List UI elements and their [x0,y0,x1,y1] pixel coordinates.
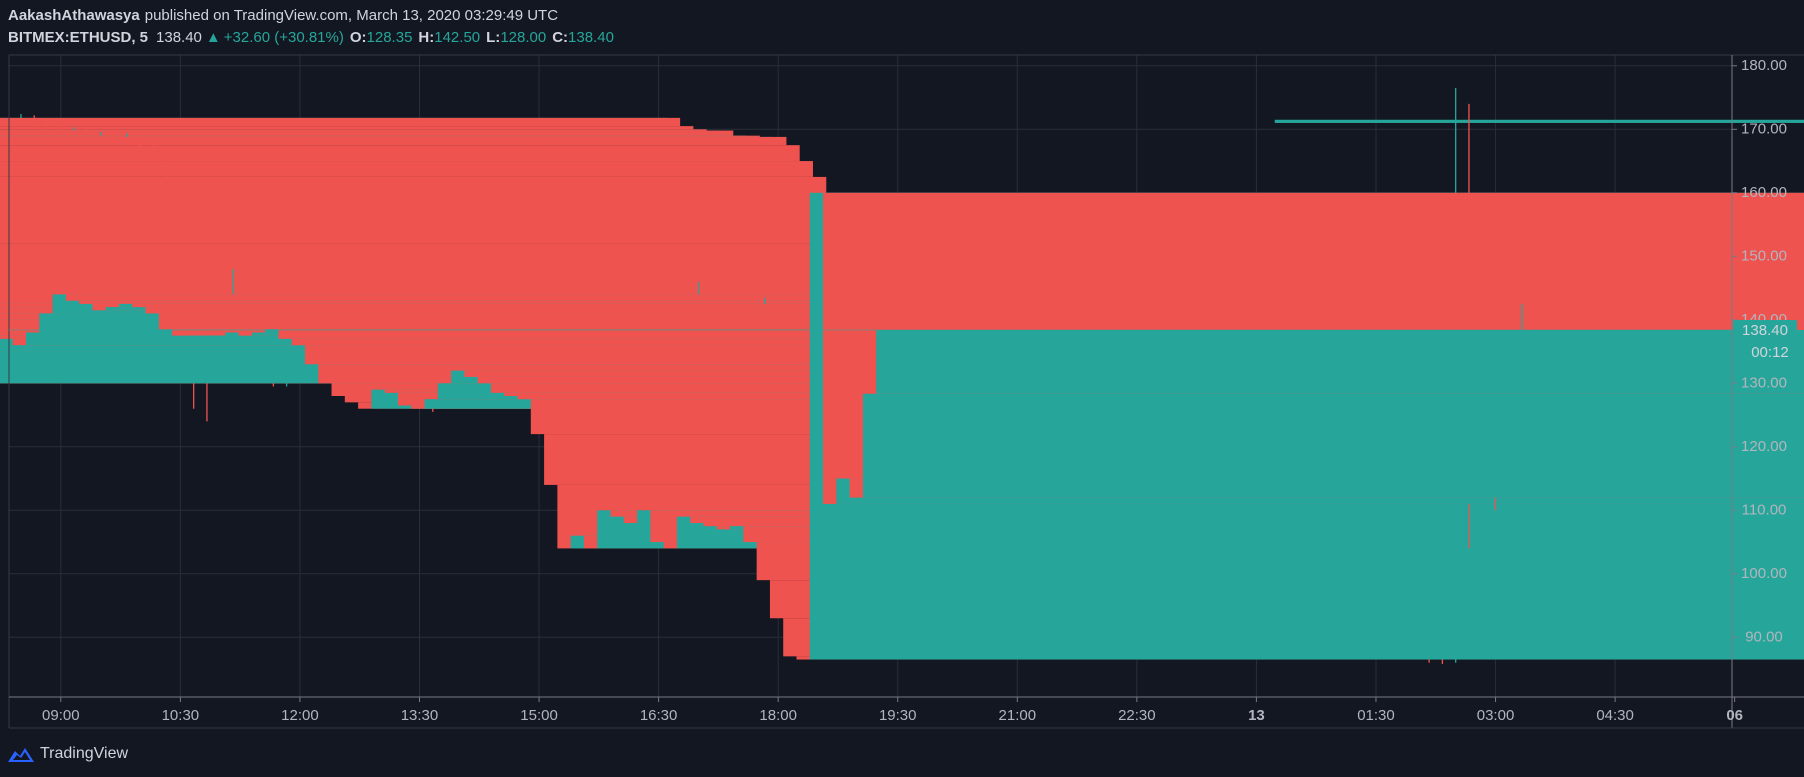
x-tick-label: 06 [1726,707,1743,724]
symbol: BITMEX:ETHUSD, 5 [8,29,148,46]
y-tick-label: 90.00 [1745,628,1783,645]
candle-body [1274,119,1804,123]
candle-body [145,307,1438,314]
x-tick-label: 22:30 [1118,707,1156,724]
published: published on TradingView.com, March 13, … [145,7,558,24]
ohlc-value: 128.35 [367,29,413,46]
y-tick-label: 170.00 [1741,120,1787,137]
plot-area [0,55,1804,697]
candle-body [0,145,800,162]
ohlc-value: 128.00 [500,29,546,46]
y-tick-label: 160.00 [1741,184,1787,201]
x-tick-label: 09:00 [42,707,80,724]
countdown: 00:12 [1751,344,1789,361]
ohlc-key: H: [418,29,434,46]
ohlc-value: 142.50 [434,29,480,46]
candle-body [0,117,681,127]
x-tick-label: 18:00 [759,707,797,724]
legend-line: BITMEX:ETHUSD, 5 138.40 ▲ +32.60 (+30.81%) O… [8,29,614,46]
countdown-box [1745,341,1795,362]
x-tick-label: 01:30 [1357,707,1395,724]
x-tick-label: 04:30 [1596,707,1634,724]
ohlc-value: 138.40 [568,29,614,46]
y-tick-label: 130.00 [1741,374,1787,391]
x-tick-label: 13 [1248,707,1265,724]
y-tick-label: 100.00 [1741,565,1787,582]
last-price-label: 138.40 [1742,322,1788,339]
change: +32.60 (+30.81%) [224,29,344,46]
candle-body [0,161,813,177]
candle-body [0,130,734,139]
y-tick-label: 110.00 [1742,501,1787,518]
candle-body [0,126,694,130]
y-tick-label: 150.00 [1741,247,1787,264]
x-tick-label: 21:00 [999,707,1037,724]
ohlc-key: O: [350,29,367,46]
logo: TradingView [8,745,128,762]
x-tick-label: 15:00 [520,707,558,724]
candle-body [79,300,1371,304]
arrow: ▲ [206,29,221,46]
price: 138.40 [156,29,202,46]
candle-body [862,393,1804,498]
y-tick-label: 120.00 [1741,438,1787,455]
x-tick-label: 19:30 [879,707,917,724]
brand: TradingView [40,745,128,762]
x-tick-label: 10:30 [162,707,200,724]
x-tick-label: 03:00 [1477,707,1515,724]
last-price-box [1733,319,1797,340]
x-tick-label: 16:30 [640,707,678,724]
publish-line: AakashAthawasya published on TradingView.… [8,7,558,24]
candle-body [65,294,1358,301]
ohlc-key: L: [486,29,500,46]
candle-body [0,136,787,146]
ohlc-key: C: [552,29,568,46]
y-tick-label: 180.00 [1741,57,1787,74]
candle-body [0,176,827,244]
logo-icon-inner [13,752,30,760]
author: AakashAthawasya [8,7,140,24]
candle-body [876,329,1804,394]
candle-body [132,303,1425,308]
x-tick-label: 13:30 [401,707,439,724]
x-tick-label: 12:00 [281,707,319,724]
